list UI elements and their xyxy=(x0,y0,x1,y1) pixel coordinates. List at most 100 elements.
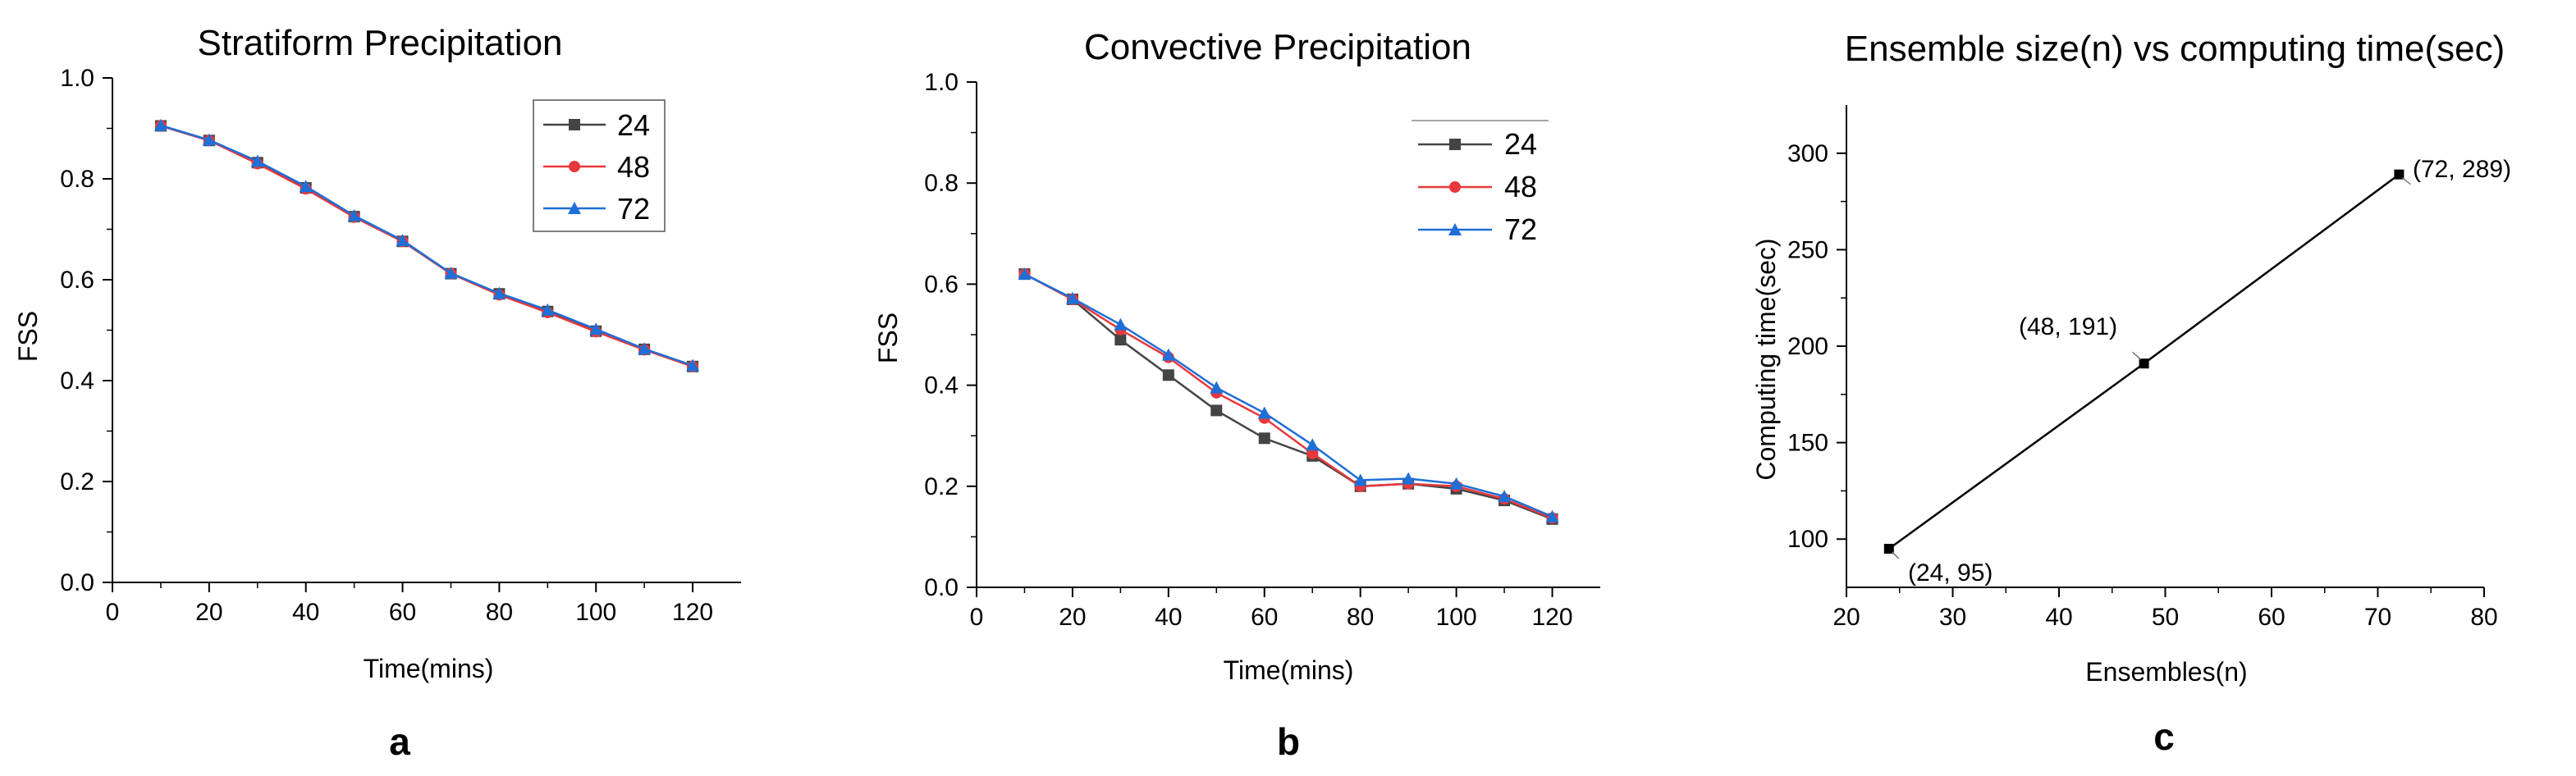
panel-a-point-series-72 xyxy=(347,208,361,221)
panel-c-leader-2 xyxy=(2132,351,2142,360)
panel-c-x-tick-label: 30 xyxy=(1939,604,1966,631)
panel-b-legend-label-24: 24 xyxy=(1504,127,1537,161)
panel-c-point-series-computing-time xyxy=(2394,169,2404,180)
panel-b-y-tick-label: 1.0 xyxy=(924,69,959,96)
panel-b-legend-label-48: 48 xyxy=(1504,170,1537,203)
panel-b-x-tick-label: 0 xyxy=(970,604,984,631)
panel-b-point-series-24 xyxy=(1210,404,1223,417)
panel-a-point-series-72 xyxy=(250,154,264,167)
panel-a-x-tick-label: 40 xyxy=(292,599,319,626)
panel-b-point-series-72 xyxy=(1257,406,1271,419)
panel-b-legend-label-72: 72 xyxy=(1504,212,1537,246)
panel-a-point-series-72 xyxy=(444,267,458,280)
panel-c-x-tick-label: 70 xyxy=(2364,604,2391,631)
panel-b-line-series-48 xyxy=(1023,272,1553,519)
panel-b-y-tick-label: 0.6 xyxy=(924,271,959,298)
panel-b-legend: 24 48 72 xyxy=(1412,120,1549,246)
panel-a-point-series-72 xyxy=(686,358,700,372)
panel-b-data xyxy=(1018,267,1559,525)
panel-b-point-series-72 xyxy=(1306,438,1320,451)
panel-b-title: Convective Precipitation xyxy=(1084,27,1471,67)
panel-b: Convective Precipitation Time(mins) FSS … xyxy=(873,27,1600,763)
panel-c-xlabel: Ensembles(n) xyxy=(2085,657,2247,687)
panel-b-point-series-72 xyxy=(1353,473,1367,486)
panel-c-x-tick-label: 60 xyxy=(2258,604,2285,631)
panel-b-legend-marker-72 xyxy=(1448,223,1462,235)
panel-b-legend-marker-24 xyxy=(1449,139,1461,150)
panel-b-point-series-72 xyxy=(1065,291,1079,304)
panel-b-x-tick-label: 60 xyxy=(1251,604,1278,631)
panel-b-point-series-24 xyxy=(1258,432,1270,445)
panel-a-xlabel: Time(mins) xyxy=(364,654,494,683)
panel-a-x-tick-label: 60 xyxy=(389,599,416,626)
panel-a-point-series-72 xyxy=(202,133,216,146)
panel-b-x-tick-label: 40 xyxy=(1155,604,1182,631)
panel-a-point-series-72 xyxy=(541,303,555,316)
panel-c-x-tick-label: 80 xyxy=(2470,604,2497,631)
panel-b-line-series-72 xyxy=(1023,272,1553,518)
panel-a-y-tick-label: 0.2 xyxy=(60,468,94,495)
panel-c-y-tick-label: 300 xyxy=(1787,140,1828,167)
panel-c-axes: 20 30 40 50 60 70 80 100 150 200 250 300 xyxy=(1787,105,2498,631)
panel-b-x-tick-label: 100 xyxy=(1436,604,1477,631)
panel-a-legend-label-24: 24 xyxy=(617,108,650,142)
panel-c-x-tick-label: 40 xyxy=(2045,604,2072,631)
panel-c-leader-3 xyxy=(2401,177,2411,185)
panel-c-annotation-2: (48, 191) xyxy=(2019,313,2117,340)
panel-a-data xyxy=(153,118,700,372)
panel-a-title: Stratiform Precipitation xyxy=(197,23,562,63)
panel-b-point-series-24 xyxy=(1114,334,1127,346)
panel-a-y-tick-label: 0.4 xyxy=(60,367,94,395)
panel-a-letter: a xyxy=(389,720,410,763)
panel-a-legend-marker-72 xyxy=(568,202,581,214)
panel-a-legend: 24 48 72 xyxy=(533,99,666,232)
panel-a-ylabel: FSS xyxy=(13,311,43,362)
panel-b-ylabel: FSS xyxy=(873,313,903,363)
panel-b-line-series-24 xyxy=(1023,272,1553,521)
panel-c-annotation-3: (72, 289) xyxy=(2413,156,2511,183)
panel-a-point-series-72 xyxy=(492,286,506,299)
panel-a-y-tick-label: 0.8 xyxy=(60,166,94,193)
panel-c-y-tick-label: 250 xyxy=(1787,236,1828,263)
panel-b-point-series-72 xyxy=(1210,381,1224,394)
panel-a-point-series-72 xyxy=(589,322,603,336)
panel-a-point-series-72 xyxy=(299,180,313,193)
panel-c-y-tick-label: 150 xyxy=(1787,430,1828,457)
panel-a-y-tick-label: 0.0 xyxy=(60,569,94,596)
panel-b-x-tick-label: 20 xyxy=(1059,604,1086,631)
panel-b-legend-marker-48 xyxy=(1449,181,1461,193)
panel-b-xlabel: Time(mins) xyxy=(1224,655,1354,685)
panel-a-legend-label-72: 72 xyxy=(617,192,650,226)
panel-b-point-series-72 xyxy=(1402,472,1416,485)
panel-c-x-tick-label: 50 xyxy=(2152,604,2179,631)
panel-b-point-series-72 xyxy=(1114,317,1128,331)
panel-a-x-tick-label: 120 xyxy=(672,599,713,626)
panel-a: Stratiform Precipitation Time(mins) FSS … xyxy=(13,23,741,763)
panel-a-point-series-72 xyxy=(153,118,167,131)
panel-b-y-tick-label: 0.2 xyxy=(924,473,959,500)
panel-a-point-series-72 xyxy=(638,342,652,355)
panel-c-data xyxy=(1883,169,2411,559)
panel-a-x-tick-label: 20 xyxy=(195,599,222,626)
panel-b-point-series-72 xyxy=(1018,267,1032,281)
panel-a-legend-marker-24 xyxy=(569,119,580,130)
panel-c-letter: c xyxy=(2153,715,2175,758)
panel-a-y-tick-label: 0.6 xyxy=(60,267,94,294)
panel-a-y-tick-label: 1.0 xyxy=(60,65,94,92)
panel-a-line-series-72 xyxy=(160,124,693,367)
panel-c-annotation-1: (24, 95) xyxy=(1908,559,1993,587)
panel-b-point-series-24 xyxy=(1162,369,1174,381)
panel-c-y-tick-label: 200 xyxy=(1787,333,1828,360)
panel-b-y-tick-label: 0.0 xyxy=(924,574,959,601)
panel-b-point-series-72 xyxy=(1449,477,1463,490)
panel-c-point-series-computing-time xyxy=(1883,543,1894,554)
panel-c-x-tick-label: 20 xyxy=(1832,604,1860,631)
panel-b-y-tick-label: 0.4 xyxy=(924,372,959,399)
panel-a-axes: 0 20 40 60 80 100 120 0.0 0.2 0.4 0.6 0.8 1.0 xyxy=(60,65,741,626)
panel-c-point-series-computing-time xyxy=(2139,358,2149,369)
panel-a-legend-label-48: 48 xyxy=(617,150,650,184)
panel-c-leader-1 xyxy=(1892,551,1900,559)
panel-c-title: Ensemble size(n) vs computing time(sec) xyxy=(1845,29,2505,69)
panel-b-point-series-72 xyxy=(1498,490,1512,503)
